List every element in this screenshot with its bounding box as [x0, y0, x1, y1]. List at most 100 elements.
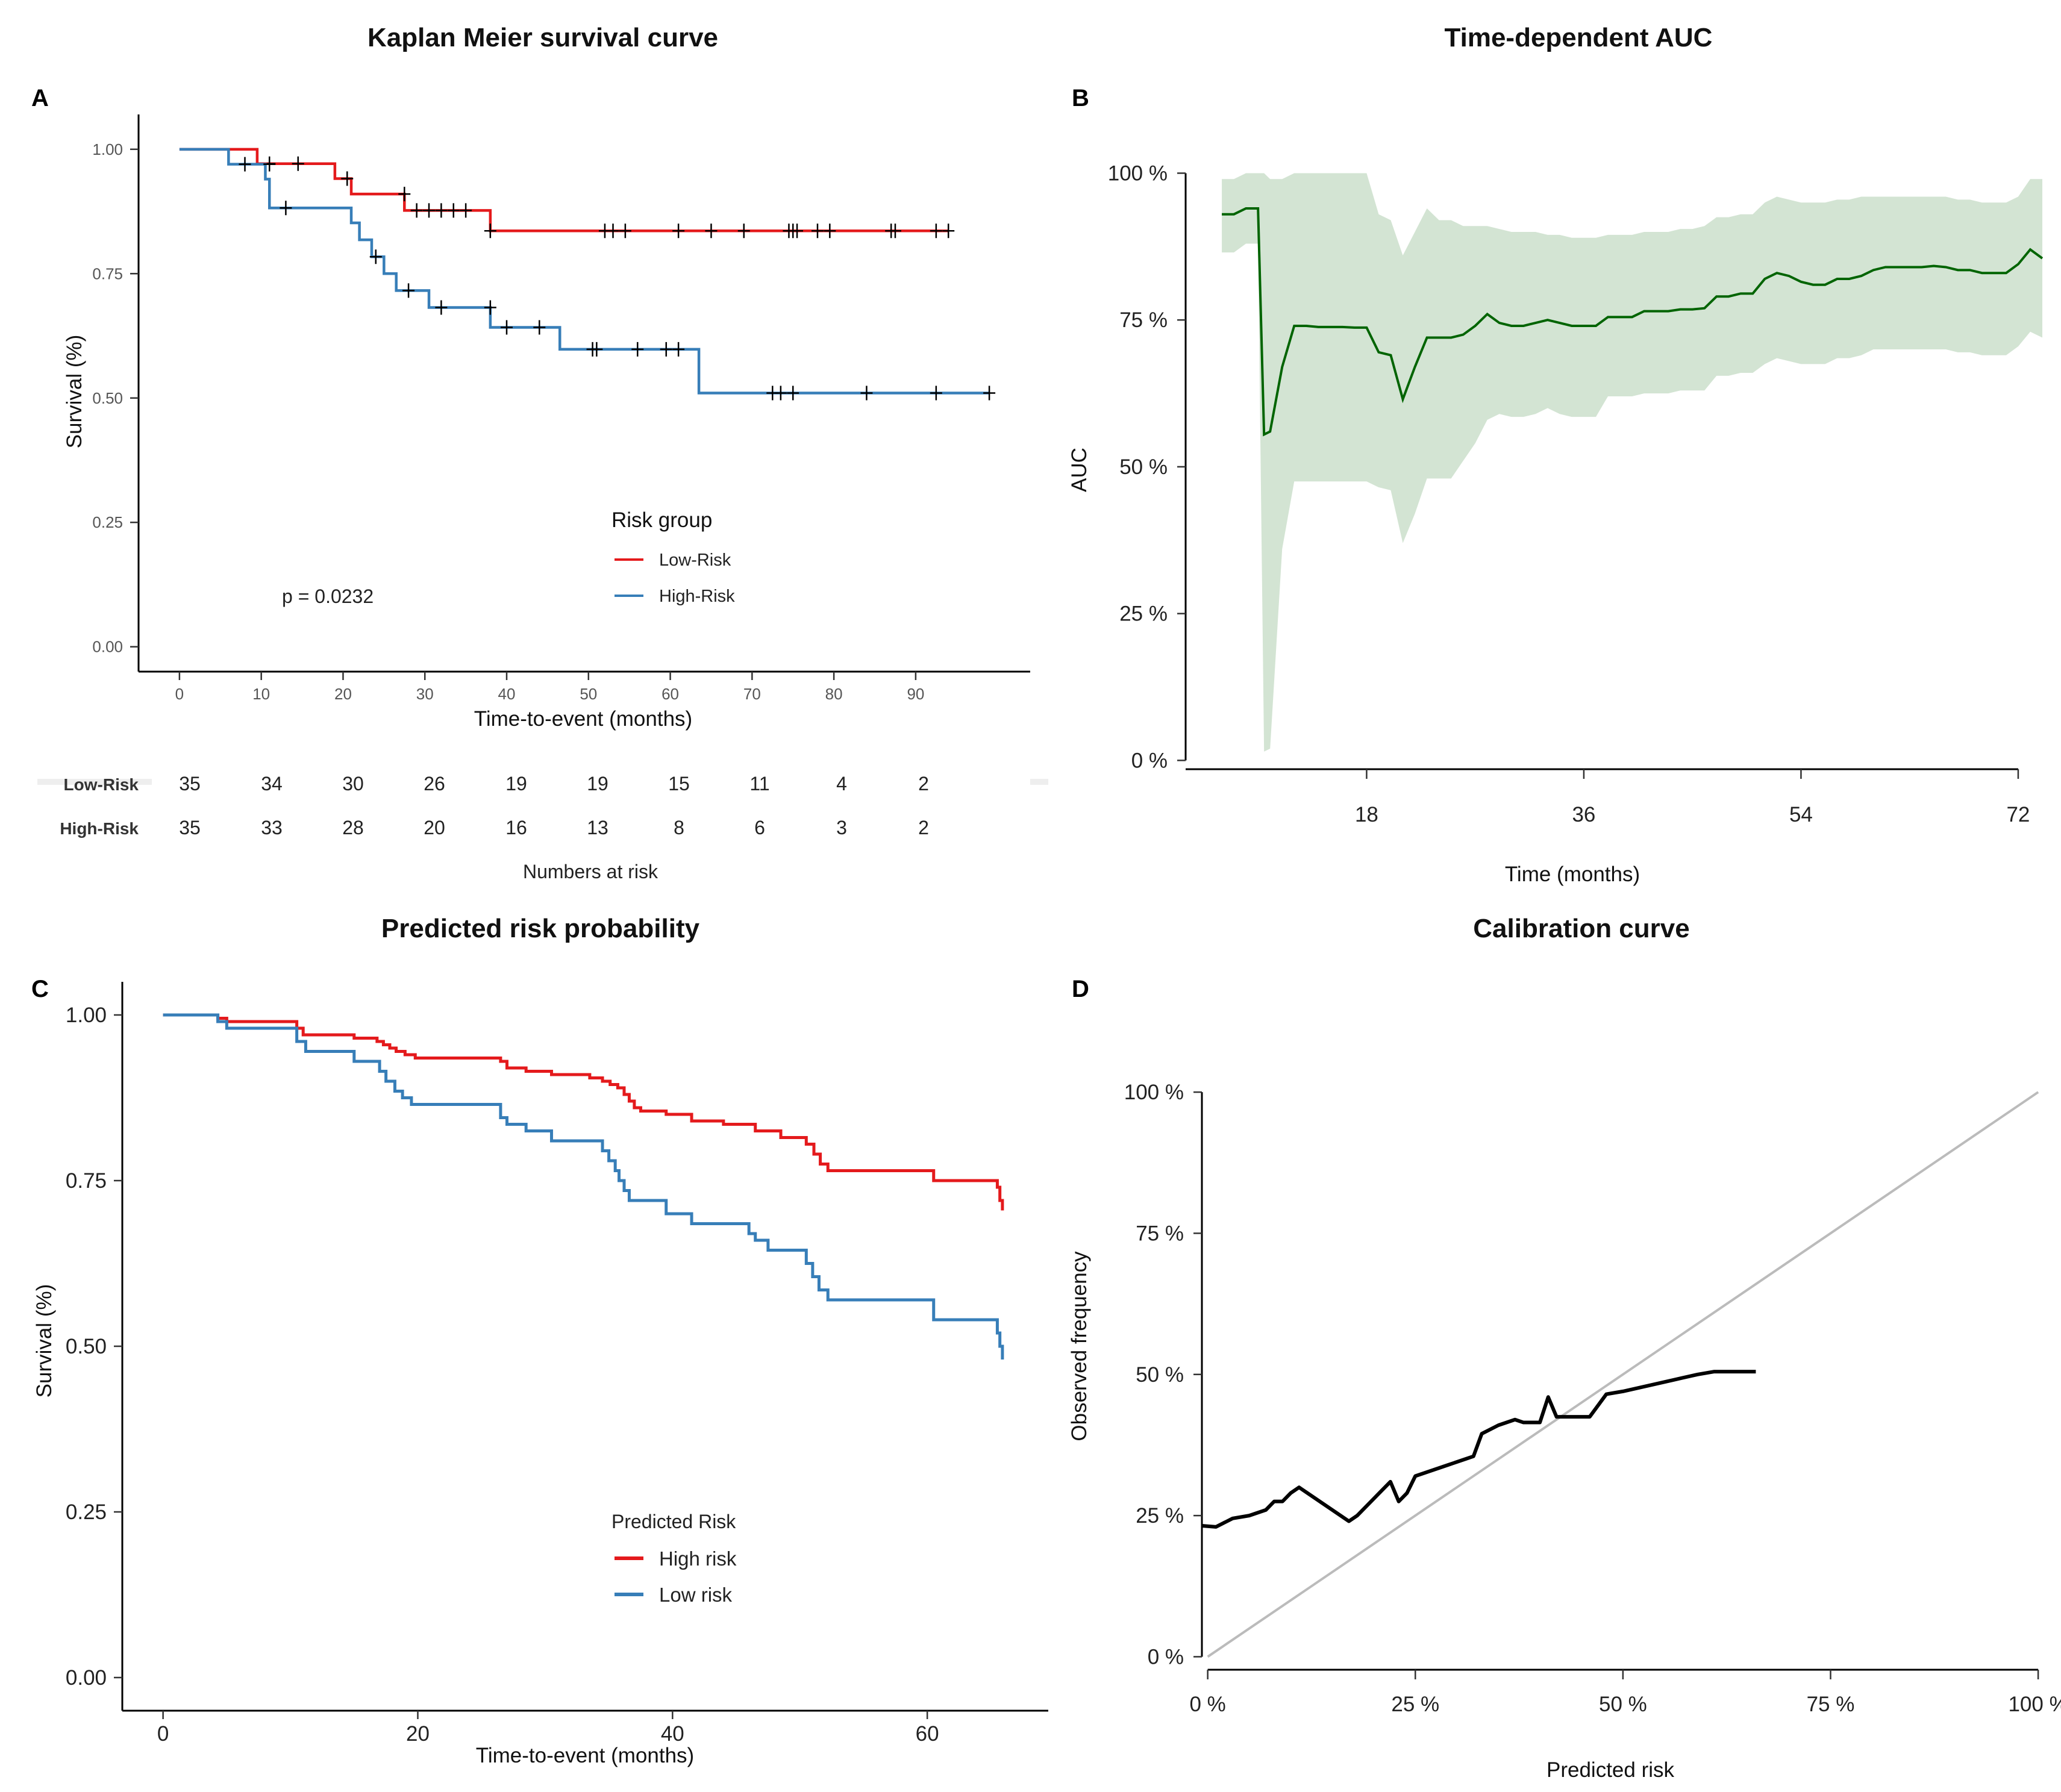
panel-d-y-tick-label: 25 % — [1136, 1504, 1184, 1528]
panel-a-censor-mark-low-risk — [619, 223, 631, 239]
risk-table-value-low-risk: 4 — [836, 773, 847, 795]
panel-d-y-tick-label: 100 % — [1124, 1081, 1184, 1104]
panel-c-title: Predicted risk probability — [381, 914, 700, 943]
risk-table-value-high-risk: 8 — [674, 817, 684, 838]
panel-a-y-tick-label: 1.00 — [92, 140, 123, 158]
panel-d-x-tick-label: 75 % — [1807, 1693, 1855, 1716]
panel-c-legend-label-high-risk: High risk — [659, 1547, 737, 1570]
panel-a-censor-mark-low-risk — [811, 223, 824, 239]
panel-b-x-tick-label: 36 — [1572, 803, 1595, 826]
panel-a-x-tick-label: 60 — [661, 685, 679, 703]
panel-c-x-axis-label: Time-to-event (months) — [476, 1744, 694, 1767]
panel-b-label: B — [1072, 85, 1089, 111]
panel-d-y-axis-label: Observed frequency — [1068, 1251, 1091, 1441]
panel-b-x-tick-label: 72 — [2006, 803, 2030, 826]
panel-c-y-tick-label: 0.00 — [66, 1666, 107, 1690]
panel-c-legend-label-low-risk: Low risk — [659, 1584, 733, 1606]
panel-a-x-tick-label: 10 — [252, 685, 270, 703]
panel-a-censor-mark-low-risk — [423, 203, 436, 218]
panel-c-x-tick-label: 0 — [157, 1722, 169, 1746]
panel-a-y-tick-label: 0.75 — [92, 264, 123, 283]
panel-a-legend-label-high-risk: High-Risk — [659, 587, 735, 606]
panel-a-censor-mark-high-risk — [983, 386, 996, 401]
panel-a-censor-mark-high-risk — [484, 300, 496, 315]
panel-a-censor-mark-low-risk — [672, 223, 685, 239]
panel-b-x-tick-label: 54 — [1789, 803, 1813, 826]
risk-table-value-low-risk: 19 — [587, 773, 608, 795]
panel-d-reference-diagonal — [1207, 1091, 2039, 1658]
panel-d-x-tick-label: 0 % — [1189, 1693, 1225, 1716]
panel-a-censor-mark-high-risk — [930, 386, 942, 401]
panel-a-censor-mark-low-risk — [435, 203, 448, 218]
risk-table-value-low-risk: 15 — [668, 773, 690, 795]
panel-d-calibration-line — [1201, 1370, 1756, 1529]
panel-a-legend-title: Risk group — [611, 508, 712, 532]
panel-b-x-axis-label: Time (months) — [1505, 863, 1640, 886]
panel-d-y-tick-label: 50 % — [1136, 1363, 1184, 1387]
panel-a-censor-mark-low-risk — [930, 223, 942, 239]
panel-d-y-tick-label: 0 % — [1148, 1645, 1184, 1669]
panel-c-y-tick-label: 0.25 — [66, 1500, 107, 1524]
panel-b-x-tick-label: 18 — [1355, 803, 1378, 826]
panel-a-y-tick-label: 0.50 — [92, 389, 123, 407]
panel-a-censor-mark-high-risk — [280, 201, 292, 216]
panel-a-censor-mark-low-risk — [398, 187, 411, 202]
panel-d-label: D — [1072, 976, 1089, 1002]
risk-table-value-low-risk: 2 — [918, 773, 929, 795]
panel-a-censor-mark-high-risk — [263, 157, 276, 172]
panel-a-censor-mark-low-risk — [737, 223, 750, 239]
panel-d-x-tick-label: 100 % — [2008, 1693, 2061, 1716]
panel-d-x-tick-label: 50 % — [1599, 1693, 1647, 1716]
panel-a-censor-mark-high-risk — [402, 283, 415, 298]
risk-table-value-low-risk: 19 — [505, 773, 527, 795]
panel-a-x-tick-label: 80 — [825, 685, 843, 703]
risk-table-value-high-risk: 20 — [424, 817, 445, 838]
panel-b-y-tick-label: 75 % — [1119, 308, 1168, 332]
panel-d-y-tick-label: 75 % — [1136, 1222, 1184, 1245]
panel-a-x-tick-label: 0 — [175, 685, 184, 703]
panel-a-censor-mark-high-risk — [239, 157, 251, 172]
panel-a-censor-mark-low-risk — [447, 203, 460, 218]
panel-c-curve-low-risk — [163, 1013, 1004, 1360]
panel-a-x-axis-label: Time-to-event (months) — [474, 707, 692, 731]
panel-a-censor-mark-low-risk — [607, 223, 619, 239]
risk-table-strip-end — [1030, 779, 1048, 785]
panel-b-y-tick-label: 50 % — [1119, 455, 1168, 479]
panel-d-x-tick-label: 25 % — [1391, 1693, 1439, 1716]
panel-a-censor-mark-high-risk — [787, 386, 799, 401]
risk-table-row-label-high-risk: High-Risk — [60, 819, 139, 838]
panel-d-x-axis-label: Predicted risk — [1547, 1758, 1675, 1782]
panel-a-y-axis-label: Survival (%) — [63, 335, 86, 449]
panel-a-y-tick-label: 0.25 — [92, 513, 123, 531]
panel-a-x-tick-label: 20 — [334, 685, 352, 703]
panel-d-calibration: Calibration curve D 0 % 25 % 50 % 75 % 100 %… — [1068, 914, 2061, 1782]
panel-c-x-tick-label: 60 — [916, 1722, 939, 1746]
panel-b-confidence-band — [1222, 173, 2042, 752]
panel-a-censor-mark-high-risk — [501, 320, 513, 335]
panel-b-auc-line — [1222, 207, 2044, 437]
panel-c-y-tick-label: 0.50 — [66, 1335, 107, 1358]
panel-a-censor-mark-low-risk — [292, 156, 304, 171]
panel-a-censor-mark-low-risk — [705, 223, 718, 239]
risk-table-strip — [37, 779, 152, 785]
panel-a-p-value: p = 0.0232 — [282, 585, 374, 607]
risk-table-title: Numbers at risk — [523, 861, 658, 882]
panel-a-censor-mark-high-risk — [660, 342, 672, 357]
panel-a-y-tick-label: 0.00 — [92, 638, 123, 656]
panel-a-censor-mark-high-risk — [369, 249, 382, 264]
panel-a-censor-mark-high-risk — [860, 386, 873, 401]
panel-a-x-tick-label: 50 — [580, 685, 597, 703]
panel-b-y-axis-label: AUC — [1068, 448, 1091, 492]
panel-a-censor-mark-low-risk — [791, 223, 804, 239]
panel-c-x-tick-label: 20 — [406, 1722, 430, 1746]
panel-a-censor-mark-high-risk — [672, 342, 685, 357]
panel-b-auc: Time-dependent AUC B 18 36 54 72 0 % 25 % 50 %… — [1068, 23, 2044, 886]
risk-table-value-high-risk: 28 — [342, 817, 364, 838]
panel-c-curve-high-risk — [163, 1013, 1004, 1211]
risk-table-value-high-risk: 33 — [261, 817, 283, 838]
risk-table-value-low-risk: 34 — [261, 773, 283, 795]
panel-a-x-tick-label: 90 — [907, 685, 924, 703]
panel-a-censor-mark-low-risk — [460, 203, 472, 218]
panel-a-censor-mark-low-risk — [410, 203, 423, 218]
risk-table-value-high-risk: 16 — [505, 817, 527, 838]
